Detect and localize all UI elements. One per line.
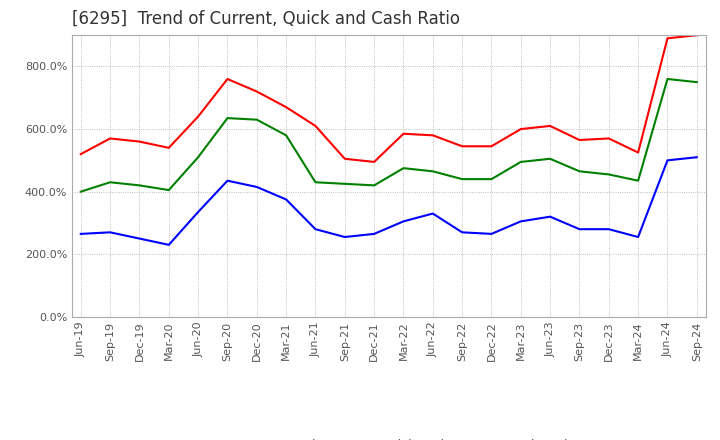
Cash Ratio xyxy=(106,230,114,235)
Cash Ratio xyxy=(76,231,85,237)
Cash Ratio xyxy=(428,211,437,216)
Current Ratio xyxy=(311,123,320,128)
Quick Ratio xyxy=(223,115,232,121)
Quick Ratio xyxy=(575,169,584,174)
Quick Ratio xyxy=(253,117,261,122)
Cash Ratio xyxy=(399,219,408,224)
Quick Ratio xyxy=(370,183,379,188)
Current Ratio xyxy=(399,131,408,136)
Cash Ratio xyxy=(516,219,525,224)
Quick Ratio xyxy=(282,133,290,138)
Current Ratio xyxy=(164,145,173,150)
Cash Ratio xyxy=(605,227,613,232)
Cash Ratio xyxy=(194,209,202,215)
Quick Ratio xyxy=(194,154,202,160)
Current Ratio xyxy=(575,137,584,143)
Quick Ratio xyxy=(311,180,320,185)
Current Ratio xyxy=(487,143,496,149)
Quick Ratio xyxy=(487,176,496,182)
Current Ratio xyxy=(76,151,85,157)
Current Ratio xyxy=(663,36,672,41)
Cash Ratio xyxy=(693,154,701,160)
Current Ratio xyxy=(516,126,525,132)
Current Ratio xyxy=(106,136,114,141)
Quick Ratio xyxy=(546,156,554,161)
Current Ratio xyxy=(282,105,290,110)
Current Ratio xyxy=(341,156,349,161)
Line: Quick Ratio: Quick Ratio xyxy=(81,79,697,192)
Cash Ratio xyxy=(370,231,379,237)
Cash Ratio xyxy=(311,227,320,232)
Current Ratio xyxy=(135,139,144,144)
Text: [6295]  Trend of Current, Quick and Cash Ratio: [6295] Trend of Current, Quick and Cash … xyxy=(72,10,460,28)
Cash Ratio xyxy=(487,231,496,237)
Cash Ratio xyxy=(575,227,584,232)
Cash Ratio xyxy=(253,184,261,190)
Quick Ratio xyxy=(135,183,144,188)
Quick Ratio xyxy=(106,180,114,185)
Quick Ratio xyxy=(516,159,525,165)
Cash Ratio xyxy=(458,230,467,235)
Cash Ratio xyxy=(164,242,173,247)
Current Ratio xyxy=(458,143,467,149)
Legend: Current Ratio, Quick Ratio, Cash Ratio: Current Ratio, Quick Ratio, Cash Ratio xyxy=(198,434,580,440)
Quick Ratio xyxy=(428,169,437,174)
Quick Ratio xyxy=(663,77,672,82)
Current Ratio xyxy=(194,114,202,119)
Quick Ratio xyxy=(458,176,467,182)
Line: Current Ratio: Current Ratio xyxy=(81,35,697,162)
Cash Ratio xyxy=(663,158,672,163)
Current Ratio xyxy=(223,77,232,82)
Current Ratio xyxy=(634,150,642,155)
Current Ratio xyxy=(253,89,261,94)
Cash Ratio xyxy=(341,235,349,240)
Quick Ratio xyxy=(341,181,349,187)
Current Ratio xyxy=(428,133,437,138)
Current Ratio xyxy=(693,33,701,38)
Quick Ratio xyxy=(399,165,408,171)
Quick Ratio xyxy=(76,189,85,194)
Current Ratio xyxy=(370,159,379,165)
Cash Ratio xyxy=(135,236,144,241)
Line: Cash Ratio: Cash Ratio xyxy=(81,157,697,245)
Quick Ratio xyxy=(605,172,613,177)
Quick Ratio xyxy=(164,187,173,193)
Current Ratio xyxy=(546,123,554,128)
Cash Ratio xyxy=(634,235,642,240)
Cash Ratio xyxy=(223,178,232,183)
Quick Ratio xyxy=(634,178,642,183)
Current Ratio xyxy=(605,136,613,141)
Cash Ratio xyxy=(546,214,554,219)
Cash Ratio xyxy=(282,197,290,202)
Quick Ratio xyxy=(693,80,701,85)
